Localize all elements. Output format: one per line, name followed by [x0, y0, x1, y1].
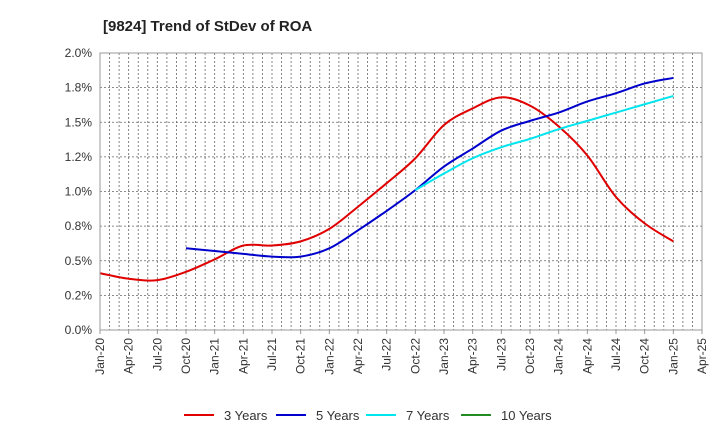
- y-tick-label: 1.2%: [65, 150, 93, 164]
- x-tick-label: Jul-23: [494, 338, 508, 371]
- x-tick-label: Apr-23: [466, 338, 480, 374]
- legend: 3 Years 5 Years 7 Years 10 Years: [184, 408, 552, 423]
- series-line-7-years: [414, 94, 674, 191]
- y-tick-label: 1.5%: [65, 115, 93, 129]
- x-tick-label: Oct-23: [523, 338, 537, 374]
- chart-title: [9824] Trend of StDev of ROA: [103, 18, 312, 35]
- x-tick-label: Oct-24: [638, 338, 652, 374]
- x-tick-label: Oct-21: [294, 338, 308, 374]
- y-tick-label: 0.8%: [65, 219, 93, 233]
- legend-label-7-years: 7 Years: [406, 408, 450, 423]
- legend-label-5-years: 5 Years: [316, 408, 360, 423]
- x-tick-label: Jul-21: [265, 338, 279, 371]
- x-tick-label: Apr-24: [580, 338, 594, 374]
- x-tick-label: Jul-20: [150, 338, 164, 371]
- x-tick-label: Apr-25: [695, 338, 709, 374]
- y-tick-label: 0.2%: [65, 288, 93, 302]
- x-tick-label: Jan-20: [93, 338, 107, 375]
- legend-label-3-years: 3 Years: [224, 408, 268, 423]
- y-tick-label: 0.0%: [65, 323, 93, 337]
- series-lines: [99, 76, 674, 282]
- x-tick-label: Oct-22: [408, 338, 422, 374]
- x-tick-label: Jan-24: [552, 338, 566, 375]
- series-line-5-years: [185, 76, 674, 259]
- y-tick-label: 1.0%: [65, 185, 93, 199]
- series-line-3-years: [99, 96, 674, 282]
- y-tick-label: 2.0%: [65, 46, 93, 60]
- x-tick-label: Jul-22: [380, 338, 394, 371]
- x-tick-label: Jan-25: [666, 338, 680, 375]
- x-axis: Jan-20 Apr-20 Jul-20 Oct-20 Jan-21 Apr-21 Jul-…: [93, 330, 709, 375]
- y-tick-label: 0.5%: [65, 254, 93, 268]
- x-tick-label: Jan-21: [208, 338, 222, 375]
- y-tick-label: 1.8%: [65, 81, 93, 95]
- x-tick-label: Jan-23: [437, 338, 451, 375]
- grid: [100, 52, 702, 330]
- x-tick-label: Apr-20: [122, 338, 136, 374]
- x-tick-label: Apr-22: [351, 338, 365, 374]
- y-axis: 0.0% 0.2% 0.5% 0.8% 1.0% 1.2% 1.5% 1.8% 2.0%: [65, 46, 93, 337]
- x-tick-label: Oct-20: [179, 338, 193, 374]
- x-tick-label: Apr-21: [236, 338, 250, 374]
- x-tick-label: Jul-24: [609, 338, 623, 371]
- plot-area-frame: [99, 52, 703, 331]
- x-tick-label: Jan-22: [322, 338, 336, 375]
- legend-label-10-years: 10 Years: [501, 408, 552, 423]
